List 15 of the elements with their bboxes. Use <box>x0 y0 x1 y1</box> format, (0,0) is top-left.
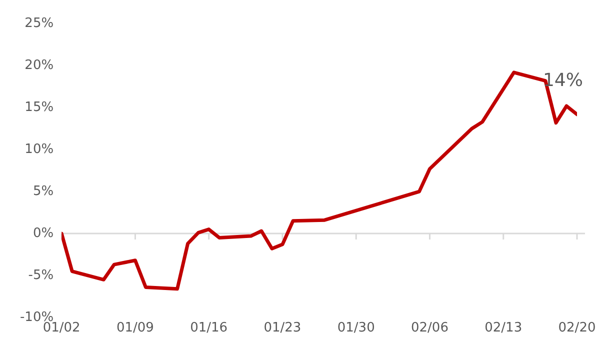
y-tick-label: 0% <box>32 226 54 241</box>
y-tick-label: 5% <box>32 184 54 199</box>
x-tick-label: 02/06 <box>411 320 448 336</box>
x-tick-label: 01/30 <box>337 320 375 336</box>
annotation: 14% <box>542 70 583 92</box>
y-tick-label: 10% <box>24 142 54 158</box>
x-tick-label: 01/16 <box>190 320 228 336</box>
y-tick-label: 20% <box>24 58 54 74</box>
x-tick-label: 02/13 <box>484 320 522 336</box>
x-tick-label: 01/23 <box>264 320 302 336</box>
x-tick-label: 01/09 <box>116 320 154 336</box>
y-tick-label: 15% <box>24 100 54 116</box>
y-tick-label: -5% <box>28 268 54 283</box>
y-tick-label: 25% <box>24 16 54 32</box>
x-tick-label: 02/20 <box>558 320 596 336</box>
